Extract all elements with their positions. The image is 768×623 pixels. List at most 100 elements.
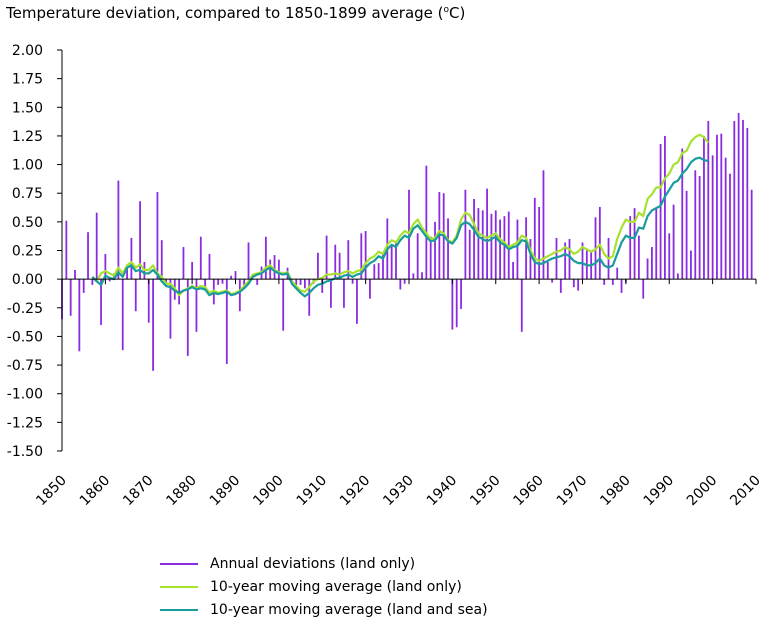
y-tick-label: 1.75 <box>12 72 43 88</box>
annual-bar-1926 <box>390 244 393 280</box>
annual-bar-1918 <box>356 279 358 324</box>
y-tick-label: -1.00 <box>7 387 43 403</box>
y-tick-label: 0.25 <box>12 244 43 260</box>
x-axis-tick-labels: 1850 1860 1870 1880 1890 1900 1910 1920 1930 1940… <box>33 473 764 510</box>
annual-bar-1961 <box>542 170 545 280</box>
annual-bar-1999 <box>707 121 710 280</box>
annual-bar-1866 <box>130 237 133 280</box>
annual-bar-1905 <box>299 279 302 285</box>
legend-swatch-annual <box>160 562 198 565</box>
annual-bar-1921 <box>369 279 371 299</box>
annual-bar-1917 <box>351 279 354 284</box>
annual-bar-1931 <box>412 273 415 280</box>
annual-bar-1970 <box>581 242 584 280</box>
chart-legend: Annual deviations (land only) 10-year mo… <box>160 552 488 621</box>
annual-bar-1949 <box>490 213 493 280</box>
moving-average-lines <box>91 133 710 298</box>
annual-bar-1974 <box>598 206 601 280</box>
annual-bar-1901 <box>282 279 285 331</box>
y-tick-label: 2.00 <box>12 43 43 59</box>
annual-bar-1865 <box>126 267 128 280</box>
annual-bar-1956 <box>520 279 523 332</box>
x-tick-label: 1850 <box>33 473 70 510</box>
annual-bar-1996 <box>694 170 697 280</box>
annual-bar-1858 <box>95 212 98 280</box>
annual-bar-1856 <box>87 232 89 280</box>
annual-bar-1988 <box>659 143 662 280</box>
annual-bar-1962 <box>546 261 549 280</box>
annual-bar-1910 <box>321 279 324 293</box>
annual-bar-1889 <box>230 275 233 280</box>
annual-bar-1875 <box>169 279 172 339</box>
y-tick-label: 0.00 <box>12 272 43 288</box>
annual-bar-1900 <box>277 259 280 280</box>
annual-bar-1855 <box>82 279 85 293</box>
annual-bar-1913 <box>334 244 337 280</box>
y-tick-label: 1.00 <box>12 158 43 174</box>
annual-bar-1968 <box>572 279 575 288</box>
annual-bar-1923 <box>377 263 380 280</box>
x-tick-label: 1990 <box>641 473 678 510</box>
annual-bar-1871 <box>152 279 154 371</box>
annual-bar-1997 <box>698 176 701 280</box>
annual-bar-1932 <box>416 233 419 280</box>
annual-bar-1906 <box>304 279 306 289</box>
annual-bar-1879 <box>186 279 189 356</box>
annual-bar-2007 <box>742 119 744 280</box>
annual-bar-1927 <box>395 241 397 280</box>
annual-bar-1911 <box>325 235 328 280</box>
annual-bar-2003 <box>724 157 727 280</box>
annual-bar-1993 <box>681 148 684 280</box>
x-tick-label: 1890 <box>207 473 244 510</box>
annual-bar-1919 <box>360 233 363 280</box>
annual-bar-1859 <box>100 279 102 325</box>
annual-bar-1857 <box>91 279 94 285</box>
annual-bar-1950 <box>494 210 497 280</box>
annual-bar-1969 <box>577 279 580 291</box>
annual-bar-1958 <box>529 239 532 280</box>
annual-bar-1960 <box>538 206 541 280</box>
annual-bar-1942 <box>460 279 462 309</box>
annual-bar-1864 <box>121 279 124 351</box>
annual-bar-1998 <box>703 135 705 280</box>
annual-bar-2009 <box>750 189 753 280</box>
annual-bar-2008 <box>746 127 749 280</box>
annual-bar-1991 <box>672 204 675 280</box>
annual-bar-1941 <box>455 279 458 328</box>
annual-bar-1966 <box>564 242 567 280</box>
annual-bar-1951 <box>499 219 501 280</box>
x-tick-label: 1860 <box>77 473 114 510</box>
annual-bar-1922 <box>373 264 376 280</box>
annual-bar-1892 <box>243 279 246 287</box>
annual-bar-1891 <box>238 279 241 312</box>
annual-bar-1872 <box>156 192 159 280</box>
annual-bar-1989 <box>664 135 666 280</box>
annual-bar-1907 <box>308 279 311 316</box>
y-tick-label: -1.50 <box>7 444 43 460</box>
y-tick-label: 1.25 <box>12 129 43 145</box>
annual-bar-2005 <box>733 121 736 280</box>
annual-bar-1963 <box>551 279 554 283</box>
annual-bar-1861 <box>108 279 111 282</box>
annual-bar-1914 <box>338 252 341 280</box>
annual-bar-1852 <box>69 279 72 316</box>
annual-bar-1863 <box>117 180 120 280</box>
annual-bar-1955 <box>516 219 519 280</box>
annual-bar-1982 <box>633 208 636 280</box>
x-tick-label: 1930 <box>380 473 417 510</box>
annual-bar-1935 <box>429 236 432 280</box>
annual-bar-1965 <box>559 279 562 293</box>
annual-bar-1920 <box>364 231 367 280</box>
annual-bar-1868 <box>139 201 141 280</box>
annual-bar-1881 <box>195 279 198 332</box>
annual-bar-1882 <box>199 236 202 280</box>
annual-bar-1979 <box>620 279 623 293</box>
y-tick-label: -0.75 <box>7 358 43 374</box>
annual-bar-2006 <box>737 113 740 280</box>
legend-swatch-land-sea-avg <box>160 608 198 611</box>
annual-bar-1853 <box>74 269 76 280</box>
annual-bar-1928 <box>399 279 402 290</box>
annual-bar-1880 <box>191 261 194 280</box>
annual-bar-1977 <box>611 279 614 285</box>
legend-label-land-avg: 10-year moving average (land only) <box>210 578 462 595</box>
